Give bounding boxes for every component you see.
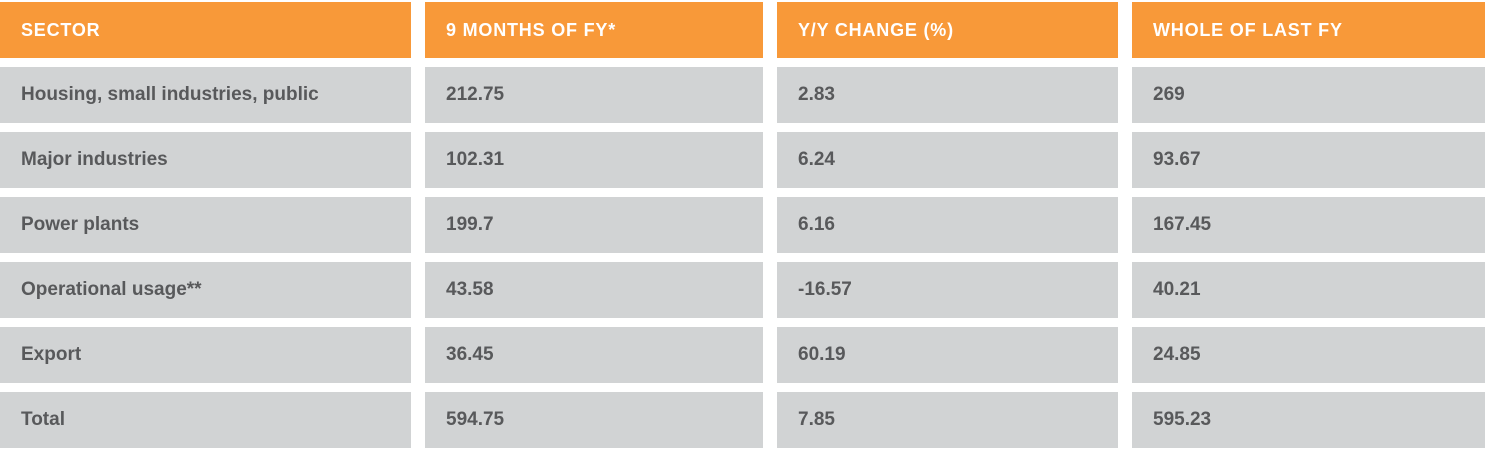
value-cell: 40.21 [1132, 262, 1485, 318]
value-cell: 93.67 [1132, 132, 1485, 188]
value-cell: 6.16 [777, 197, 1118, 253]
value-cell: 269 [1132, 67, 1485, 123]
column-header: WHOLE OF LAST FY [1132, 2, 1485, 58]
sector-cell: Housing, small industries, public [0, 67, 411, 123]
column-header: Y/Y CHANGE (%) [777, 2, 1118, 58]
sector-cell: Export [0, 327, 411, 383]
value-cell: 212.75 [425, 67, 763, 123]
sector-cell: Total [0, 392, 411, 448]
value-cell: 43.58 [425, 262, 763, 318]
value-cell: 595.23 [1132, 392, 1485, 448]
sector-cell: Major industries [0, 132, 411, 188]
value-cell: -16.57 [777, 262, 1118, 318]
value-cell: 60.19 [777, 327, 1118, 383]
value-cell: 167.45 [1132, 197, 1485, 253]
value-cell: 6.24 [777, 132, 1118, 188]
value-cell: 2.83 [777, 67, 1118, 123]
value-cell: 7.85 [777, 392, 1118, 448]
column-header: 9 MONTHS OF FY* [425, 2, 763, 58]
value-cell: 102.31 [425, 132, 763, 188]
sector-cell: Power plants [0, 197, 411, 253]
value-cell: 24.85 [1132, 327, 1485, 383]
value-cell: 199.7 [425, 197, 763, 253]
value-cell: 36.45 [425, 327, 763, 383]
column-header: SECTOR [0, 2, 411, 58]
sector-cell: Operational usage** [0, 262, 411, 318]
value-cell: 594.75 [425, 392, 763, 448]
